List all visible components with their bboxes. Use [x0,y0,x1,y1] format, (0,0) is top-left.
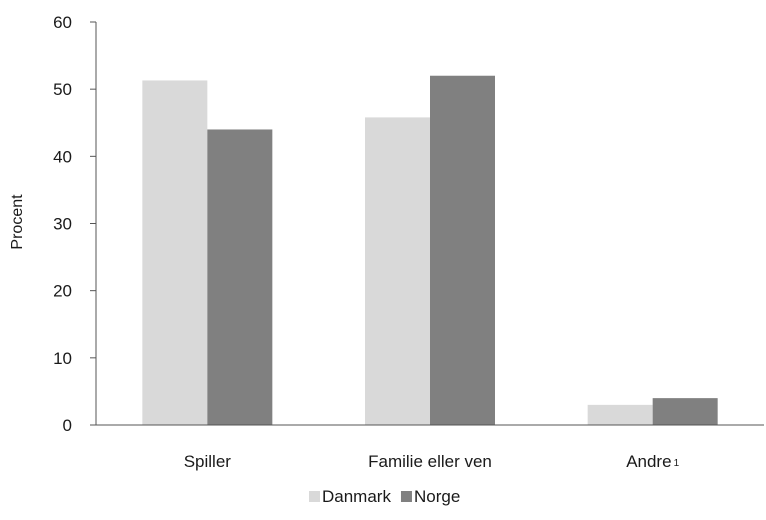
bar-norge-2 [430,75,495,425]
bars [142,75,718,426]
y-tick-label: 40 [53,147,72,166]
y-tick-label: 10 [53,349,72,368]
x-category-text: Andre [626,452,671,471]
legend-label-danmark: Danmark [322,487,391,506]
y-axis-ticks: 0 10 20 30 40 50 60 [53,13,96,435]
x-category-label: Andre 1 [626,452,679,471]
x-category-label: Familie eller ven [368,452,492,471]
legend-swatch-danmark [309,491,320,502]
legend: Danmark Norge [309,487,460,506]
x-category-text: Spiller [184,452,232,471]
y-tick-label: 50 [53,80,72,99]
x-axis-labels: Spiller Familie eller ven Andre 1 [184,452,680,471]
y-tick-label: 60 [53,13,72,32]
legend-label-norge: Norge [414,487,460,506]
y-tick-label: 0 [63,416,72,435]
x-category-footnote-marker: 1 [674,458,680,469]
bar-danmark-1 [142,80,208,425]
y-tick-label: 20 [53,282,72,301]
y-axis-label: Procent [9,194,26,250]
bar-norge-3 [652,398,718,425]
y-tick-label: 30 [53,215,72,234]
legend-swatch-norge [400,491,412,502]
bar-danmark-2 [365,117,430,426]
x-category-text: Familie eller ven [368,452,492,471]
bar-danmark-3 [587,404,653,425]
x-category-label: Spiller [184,452,232,471]
bar-norge-1 [207,129,273,425]
